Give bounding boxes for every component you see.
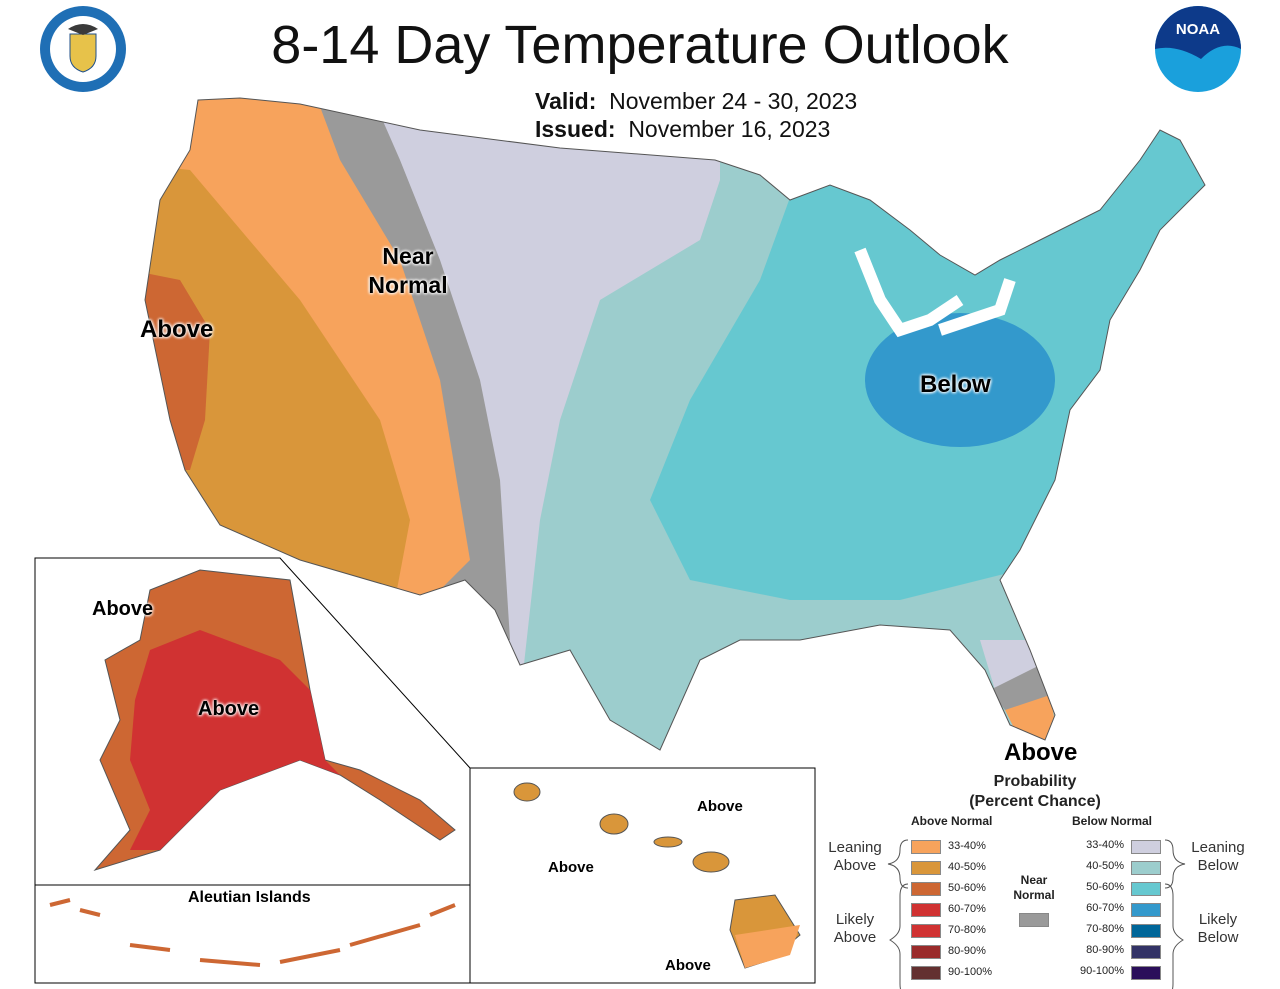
legend-below-header: Below Normal <box>1072 814 1153 828</box>
swatch-above-33-40 <box>911 840 941 854</box>
legend-above-range: 50-60% <box>948 882 986 894</box>
swatch-below-60-70 <box>1131 903 1161 917</box>
legend-above-range: 60-70% <box>948 903 986 915</box>
label-hawaii-above-2: Above <box>548 859 594 876</box>
legend-below-range: 80-90% <box>1086 944 1124 956</box>
swatch-above-80-90 <box>911 945 941 959</box>
below-60-70-region <box>865 313 1055 447</box>
alaska-above-60-70 <box>130 630 340 850</box>
swatch-near-normal <box>1019 913 1049 927</box>
legend-below-range: 70-80% <box>1086 923 1124 935</box>
label-near-normal: Near Normal <box>368 243 448 298</box>
swatch-above-90-100 <box>911 966 941 980</box>
legend-near-normal: Near Normal <box>1013 873 1055 902</box>
swatch-below-90-100 <box>1131 966 1161 980</box>
swatch-above-70-80 <box>911 924 941 938</box>
label-hawaii-above-3: Above <box>665 957 711 974</box>
legend-below-range: 40-50% <box>1086 860 1124 872</box>
swatch-below-70-80 <box>1131 924 1161 938</box>
swatch-below-33-40 <box>1131 840 1161 854</box>
svg-text:NOAA: NOAA <box>1176 21 1220 38</box>
label-hawaii-above-1: Above <box>697 798 743 815</box>
commerce-seal-logo <box>40 6 126 92</box>
label-below: Below <box>920 371 991 398</box>
swatch-above-40-50 <box>911 861 941 875</box>
legend-below-range: 60-70% <box>1086 902 1124 914</box>
legend-likely-below: Likely Below <box>1197 911 1239 946</box>
label-florida-above: Above <box>1004 739 1078 766</box>
hawaii-inset <box>469 767 816 984</box>
swatch-below-80-90 <box>1131 945 1161 959</box>
legend-above-range: 80-90% <box>948 945 986 957</box>
legend-above-range: 40-50% <box>948 861 986 873</box>
legend-leaning-above: Leaning Above <box>828 839 882 874</box>
legend-below-range: 33-40% <box>1086 839 1124 851</box>
legend-leaning-below: Leaning Below <box>1191 839 1245 874</box>
page-title: 8-14 Day Temperature Outlook <box>271 15 1009 75</box>
swatch-below-40-50 <box>1131 861 1161 875</box>
legend-above-range: 33-40% <box>948 840 986 852</box>
label-alaska-above-central: Above <box>198 698 260 720</box>
legend-above-range: 70-80% <box>948 924 986 936</box>
swatch-below-50-60 <box>1131 882 1161 896</box>
legend-likely-above: Likely Above <box>833 911 877 946</box>
label-alaska-above-north: Above <box>92 598 154 620</box>
legend-below-range: 90-100% <box>1079 965 1124 977</box>
issued-date: Issued: November 16, 2023 <box>535 116 831 142</box>
above-50-60-region <box>145 270 210 470</box>
swatch-above-60-70 <box>911 903 941 917</box>
legend-above-header: Above Normal <box>911 814 993 828</box>
valid-date: Valid: November 24 - 30, 2023 <box>535 88 858 114</box>
aleutian-title: Aleutian Islands <box>188 889 311 906</box>
swatch-above-50-60 <box>911 882 941 896</box>
legend-title: Probability (Percent Chance) <box>969 773 1101 810</box>
label-west-above: Above <box>140 316 214 343</box>
legend-below-range: 50-60% <box>1086 881 1124 893</box>
noaa-logo: NOAA <box>1155 6 1241 92</box>
legend-above-range: 90-100% <box>948 966 993 978</box>
